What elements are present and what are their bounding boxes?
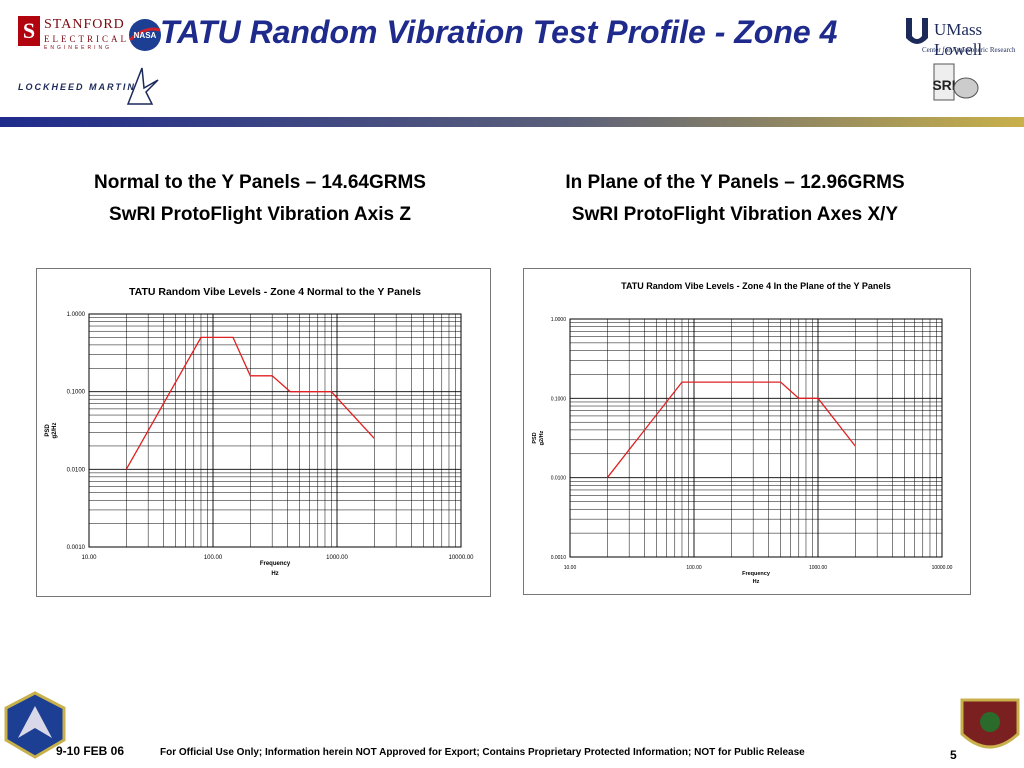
nasa-logo-text: NASA [134, 31, 157, 40]
chart-svg-normal: TATU Random Vibe Levels - Zone 4 Normal … [45, 286, 474, 577]
stanford-logo: S [18, 16, 40, 46]
stanford-lockheed-logos: S STANFORD ELECTRICAL ENGINEERING LOCKHE… [18, 14, 159, 105]
y-axis-label: PSD [532, 432, 538, 443]
x-axis-label: Frequency [742, 571, 771, 577]
footer-release-note: For Official Use Only; Information herei… [160, 747, 805, 758]
chart-svg-in-plane: TATU Random Vibe Levels - Zone 4 In the … [532, 281, 953, 585]
chart-in-plane-y-panels: TATU Random Vibe Levels - Zone 4 In the … [523, 268, 971, 595]
y-axis-unit-label: g2/Hz [539, 430, 545, 445]
x-tick-label: 10.00 [564, 565, 577, 571]
y-tick-label: 0.0100 [67, 467, 86, 473]
x-tick-label: 10.00 [81, 555, 97, 561]
left-heading-line2: SwRI ProtoFlight Vibration Axis Z [109, 204, 411, 225]
right-panel-heading: In Plane of the Y Panels – 12.96GRMS SwR… [520, 167, 950, 231]
x-axis-label: Frequency [260, 561, 291, 567]
right-heading-line2: SwRI ProtoFlight Vibration Axes X/Y [571, 204, 899, 225]
x-tick-label: 100.00 [686, 565, 702, 571]
y-tick-label: 0.1000 [67, 390, 86, 396]
stanford-sub2: ENGINEERING [44, 45, 113, 51]
psd-series-line [606, 381, 856, 479]
x-tick-label: 1000.00 [809, 565, 827, 571]
left-heading-line1: Normal to the Y Panels – 14.64GRMS [94, 172, 426, 193]
x-tick-label: 10000.00 [932, 565, 953, 571]
chart-normal-y-panels: TATU Random Vibe Levels - Zone 4 Normal … [36, 268, 491, 597]
footer-date: 9-10 FEB 06 [56, 744, 125, 758]
plot-area [569, 318, 943, 558]
page-title: TATU Random Vibration Test Profile - Zon… [160, 14, 838, 50]
lockheed-martin-logo: LOCKHEED MARTIN [18, 82, 136, 92]
afrl-emblem-icon [4, 691, 66, 759]
header-bar [0, 117, 1024, 127]
right-heading-line1: In Plane of the Y Panels – 12.96GRMS [565, 172, 905, 193]
umass-lowell-logo-text: UMass Lowell [934, 20, 983, 59]
y-axis-unit-label: g2/Hz [52, 422, 58, 438]
chart-title: TATU Random Vibe Levels - Zone 4 In the … [621, 281, 891, 291]
x-axis-unit-label: Hz [753, 579, 760, 585]
y-axis-label: PSD [45, 424, 51, 437]
y-tick-label: 1.0000 [67, 312, 86, 318]
x-axis-unit-label: Hz [271, 571, 278, 577]
page-number: 5 [950, 748, 957, 762]
stanford-sub: ELECTRICAL [44, 34, 129, 44]
left-panel-heading: Normal to the Y Panels – 14.64GRMS SwRI … [45, 167, 475, 231]
y-tick-label: 0.0010 [67, 545, 86, 551]
sri-logo-text: SRI [932, 77, 955, 93]
lockheed-star-icon [126, 67, 159, 105]
y-tick-label: 0.0010 [551, 555, 567, 561]
y-tick-label: 0.1000 [551, 396, 567, 402]
x-tick-label: 100.00 [204, 555, 223, 561]
chart-title: TATU Random Vibe Levels - Zone 4 Normal … [129, 286, 421, 298]
x-tick-label: 10000.00 [448, 555, 474, 561]
x-tick-label: 1000.00 [326, 555, 348, 561]
plot-area [88, 313, 462, 548]
sri-logo: SRI [932, 63, 979, 101]
stanford-name: STANFORD [44, 17, 125, 32]
afrl-lab-emblem-icon [960, 698, 1020, 749]
psd-series-line [125, 336, 375, 470]
nasa-logo: NASA [128, 19, 161, 51]
y-tick-label: 1.0000 [551, 317, 567, 323]
umass-lowell-logo-mark [906, 18, 928, 44]
y-tick-label: 0.0100 [551, 476, 567, 482]
umass-lowell-subtitle: Center for Atmospheric Research [922, 46, 1016, 54]
